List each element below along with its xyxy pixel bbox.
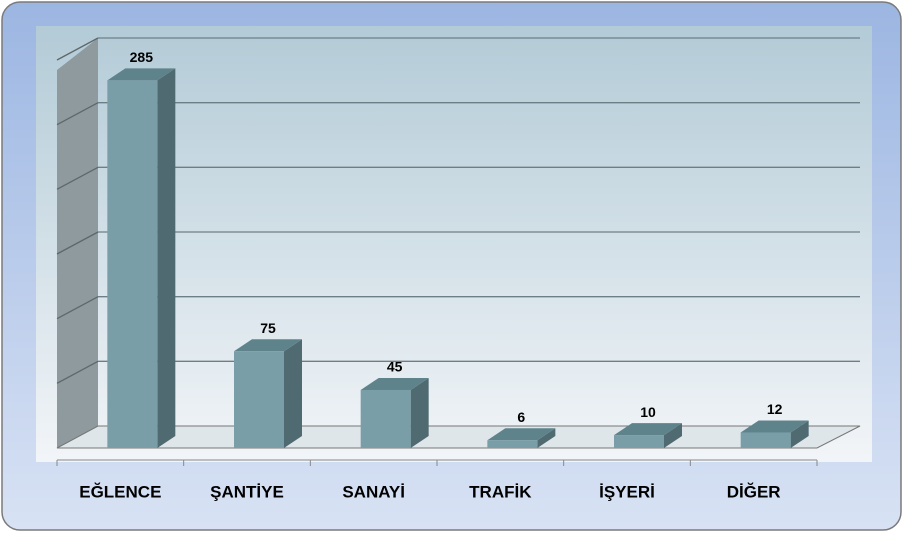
x-tick-label: ŞANTİYE — [210, 482, 284, 501]
bar-top — [360, 377, 429, 390]
bar-side — [664, 423, 682, 448]
value-label: 12 — [767, 401, 783, 417]
value-label: 6 — [517, 409, 525, 425]
x-tick-label: İŞYERİ — [599, 482, 655, 501]
value-label: 75 — [260, 320, 276, 336]
x-tick-label: EĞLENCE — [79, 482, 161, 501]
bar — [740, 432, 791, 448]
side-grid-line — [56, 296, 99, 320]
floor — [56, 425, 861, 449]
side-grid-line — [56, 360, 99, 384]
bar-side — [537, 428, 556, 448]
value-label: 45 — [387, 359, 403, 375]
bar — [487, 440, 538, 448]
bar-top — [487, 428, 556, 441]
bar — [360, 389, 411, 448]
bar-side — [284, 339, 302, 448]
side-grid-line — [56, 231, 99, 255]
side-grid-line — [56, 37, 99, 61]
bar-side — [790, 420, 809, 448]
bar-top — [614, 423, 682, 436]
value-label: 10 — [640, 404, 656, 420]
side-grid-line — [56, 102, 99, 126]
bar-top — [234, 339, 302, 352]
bar — [614, 435, 664, 448]
x-tick-label: SANAYİ — [342, 482, 405, 501]
bar — [107, 80, 158, 448]
value-label: 285 — [130, 49, 154, 65]
side-grid-line — [56, 166, 99, 190]
x-tick-label: TRAFİK — [469, 482, 532, 501]
bar-top — [740, 420, 809, 433]
bar-side — [157, 68, 176, 448]
bar-side — [410, 377, 429, 448]
bar — [234, 351, 284, 448]
x-tick-label: DİĞER — [727, 482, 781, 501]
bar-top — [107, 68, 176, 81]
